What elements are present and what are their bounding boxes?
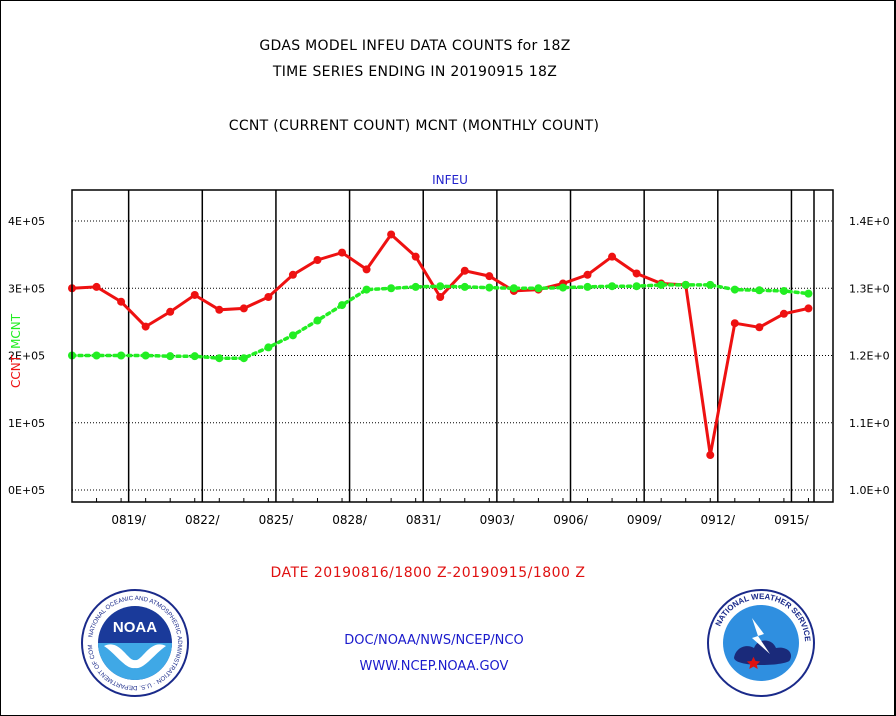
- nws-logo-icon: NATIONAL WEATHER SERVICE: [707, 589, 815, 697]
- y-left-tick-label: 4E+05: [8, 215, 45, 228]
- mcnt-data-point: [436, 282, 445, 291]
- x-tick-label: 0831/: [406, 513, 442, 527]
- x-tick-label: 0909/: [627, 513, 663, 527]
- noaa-logo-icon: NOAA NATIONAL OCEANIC AND ATMOSPHERIC AD…: [80, 588, 189, 697]
- chart-subtitle: CCNT (CURRENT COUNT) MCNT (MONTHLY COUNT…: [228, 118, 600, 134]
- ccnt-series-line: [71, 232, 809, 456]
- series-layer: [68, 230, 813, 460]
- time-series-chart: 0E+05 1.0E+0 1E+05 1.1E+0 2E+05 1.2E+0 3E+05 1.…: [8, 173, 890, 527]
- mcnt-data-point: [387, 284, 396, 293]
- y-right-tick-label: 1.1E+0: [849, 417, 890, 430]
- y-left-tick-label: 1E+05: [8, 417, 45, 430]
- noaa-logo-text: NOAA: [113, 619, 157, 636]
- ccnt-data-point: [632, 269, 641, 278]
- ccnt-data-point: [264, 292, 273, 301]
- x-tick-label: 0915/: [774, 513, 810, 527]
- ccnt-data-point: [755, 323, 764, 332]
- organization-link[interactable]: DOC/NOAA/NWS/NCEP/NCO: [344, 633, 524, 648]
- ccnt-data-point: [411, 252, 420, 261]
- mcnt-data-point: [804, 289, 813, 298]
- grid-lines: [72, 190, 833, 502]
- y-right-tick-label: 1.2E+0: [849, 350, 890, 363]
- mcnt-data-point: [288, 331, 297, 340]
- mcnt-data-point: [92, 351, 101, 360]
- ccnt-data-point: [338, 248, 347, 257]
- mcnt-data-point: [313, 316, 322, 325]
- ccnt-data-point: [141, 322, 150, 331]
- mcnt-data-point: [411, 282, 420, 291]
- ccnt-data-point: [706, 451, 715, 460]
- y-right-tick-label: 1.4E+0: [849, 215, 890, 228]
- mcnt-data-point: [706, 280, 715, 289]
- mcnt-data-point: [338, 301, 347, 310]
- mcnt-data-point: [583, 282, 592, 291]
- x-tick-label: 0912/: [701, 513, 737, 527]
- ccnt-data-point: [313, 256, 322, 265]
- y-left-tick-label: 3E+05: [8, 282, 45, 295]
- x-tick-label: 0822/: [185, 513, 221, 527]
- ccnt-data-point: [608, 252, 617, 261]
- ccnt-data-point: [92, 282, 101, 291]
- chart-title-line2: TIME SERIES ENDING IN 20190915 18Z: [272, 64, 558, 80]
- mcnt-data-point: [215, 354, 224, 363]
- ccnt-data-point: [190, 290, 199, 299]
- mcnt-data-point: [485, 283, 494, 292]
- mcnt-data-point: [755, 286, 764, 295]
- y-left-tick-label: 0E+05: [8, 484, 45, 497]
- mcnt-data-point: [117, 351, 126, 360]
- mcnt-data-point: [239, 354, 248, 363]
- y-left-axis-label: CCNT: [9, 354, 23, 388]
- y-axis-label: CCNT MCNT: [9, 313, 23, 388]
- ccnt-data-point: [117, 297, 126, 306]
- mcnt-data-point: [166, 352, 175, 361]
- ccnt-data-point: [215, 305, 224, 314]
- y-right-tick-label: 1.3E+0: [849, 282, 890, 295]
- mcnt-data-point: [779, 286, 788, 295]
- mcnt-data-point: [681, 280, 690, 289]
- mcnt-data-point: [534, 284, 543, 293]
- plot-area-border: [71, 189, 834, 503]
- ccnt-data-point: [730, 319, 739, 328]
- mcnt-data-point: [730, 285, 739, 294]
- y-right-tick-label: 1.0E+0: [849, 484, 890, 497]
- mcnt-data-point: [141, 351, 150, 360]
- ccnt-data-point: [166, 307, 175, 316]
- ccnt-data-point: [485, 272, 494, 281]
- ccnt-data-point: [779, 309, 788, 318]
- mcnt-data-point: [509, 284, 518, 293]
- mcnt-data-point: [362, 285, 371, 294]
- ccnt-data-point: [583, 270, 592, 279]
- ccnt-data-point: [239, 304, 248, 313]
- date-range-label: DATE 20190816/1800 Z-20190915/1800 Z: [270, 565, 586, 581]
- mcnt-data-point: [264, 343, 273, 352]
- ccnt-data-point: [362, 265, 371, 274]
- y-right-axis-label: MCNT: [9, 313, 23, 349]
- y-left-tick-label: 2E+05: [8, 350, 45, 363]
- ccnt-data-point: [460, 266, 469, 275]
- website-link[interactable]: WWW.NCEP.NOAA.GOV: [359, 659, 509, 674]
- mcnt-data-point: [460, 282, 469, 291]
- mcnt-data-point: [558, 283, 567, 292]
- ccnt-data-point: [387, 230, 396, 239]
- ccnt-data-point: [804, 304, 813, 313]
- ccnt-data-point: [288, 270, 297, 279]
- mcnt-data-point: [608, 282, 617, 291]
- ccnt-data-point: [436, 292, 445, 301]
- axis-layer: 0E+05 1.0E+0 1E+05 1.1E+0 2E+05 1.2E+0 3E+05 1.…: [8, 173, 890, 527]
- mcnt-data-point: [190, 352, 199, 361]
- x-tick-label: 0906/: [553, 513, 589, 527]
- panel-title: INFEU: [432, 173, 468, 187]
- mcnt-data-point: [657, 280, 666, 289]
- chart-title-line1: GDAS MODEL INFEU DATA COUNTS for 18Z: [259, 38, 571, 54]
- mcnt-data-point: [632, 282, 641, 291]
- x-tick-label: 0825/: [259, 513, 295, 527]
- x-tick-label: 0819/: [111, 513, 147, 527]
- x-tick-label: 0903/: [480, 513, 516, 527]
- x-tick-label: 0828/: [332, 513, 368, 527]
